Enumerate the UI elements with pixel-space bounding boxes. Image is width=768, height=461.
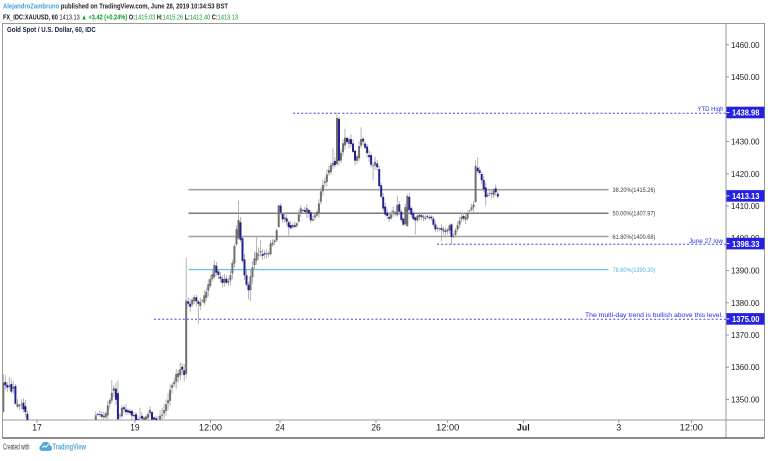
svg-text:50.00%(1407.97): 50.00%(1407.97) — [613, 211, 656, 218]
svg-text:1360.00: 1360.00 — [731, 362, 760, 372]
svg-text:1460.00: 1460.00 — [731, 40, 760, 50]
svg-text:3: 3 — [616, 423, 621, 433]
svg-text:1375.00: 1375.00 — [732, 314, 760, 324]
svg-text:19: 19 — [130, 423, 140, 433]
svg-text:1438.98: 1438.98 — [732, 108, 760, 118]
svg-text:38.20%(1415.26): 38.20%(1415.26) — [613, 187, 656, 194]
svg-text:12:00: 12:00 — [680, 423, 703, 433]
svg-text:24: 24 — [275, 423, 285, 433]
svg-text:TradingView: TradingView — [53, 442, 87, 451]
svg-text:1410.00: 1410.00 — [731, 201, 760, 211]
svg-text:1380.00: 1380.00 — [731, 298, 760, 308]
svg-text:June 27 low: June 27 low — [689, 238, 723, 245]
svg-text:12:00: 12:00 — [436, 423, 459, 433]
svg-text:1430.00: 1430.00 — [731, 137, 760, 147]
svg-text:26: 26 — [371, 423, 381, 433]
svg-text:78.60%(1390.30): 78.60%(1390.30) — [613, 267, 656, 274]
svg-text:FX_IDC:XAUUSD, 60 1413.13 ▲ +3: FX_IDC:XAUUSD, 60 1413.13 ▲ +3.42 (+0.24… — [3, 12, 238, 21]
svg-text:AlejandroZambruno published on: AlejandroZambruno published on TradingVi… — [3, 1, 228, 10]
svg-text:61.80%(1400.68): 61.80%(1400.68) — [613, 234, 656, 241]
svg-text:1390.00: 1390.00 — [731, 266, 760, 276]
svg-text:1420.00: 1420.00 — [731, 169, 760, 179]
svg-text:1350.00: 1350.00 — [731, 395, 760, 405]
svg-text:Created with: Created with — [3, 442, 30, 451]
svg-text:1398.33: 1398.33 — [732, 239, 760, 249]
svg-text:1413.13: 1413.13 — [732, 191, 760, 201]
svg-text:Jul: Jul — [517, 423, 530, 433]
svg-text:12:00: 12:00 — [199, 423, 222, 433]
svg-text:Gold Spot / U.S. Dollar, 60, I: Gold Spot / U.S. Dollar, 60, IDC — [7, 25, 96, 34]
svg-text:YTD High: YTD High — [698, 106, 724, 113]
svg-text:1370.00: 1370.00 — [731, 330, 760, 340]
svg-text:1450.00: 1450.00 — [731, 72, 760, 82]
svg-text:The multi-day trend is bullish: The multi-day trend is bullish above thi… — [585, 312, 723, 319]
svg-text:17: 17 — [32, 423, 42, 433]
